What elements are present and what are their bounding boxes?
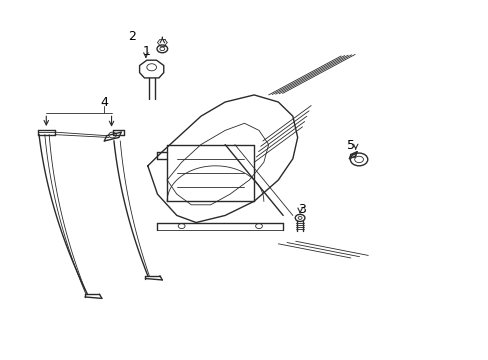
Text: 5: 5 — [346, 139, 354, 152]
Text: 1: 1 — [142, 45, 150, 58]
Text: 3: 3 — [298, 203, 306, 216]
Text: 4: 4 — [100, 95, 108, 108]
Text: 2: 2 — [128, 30, 136, 43]
